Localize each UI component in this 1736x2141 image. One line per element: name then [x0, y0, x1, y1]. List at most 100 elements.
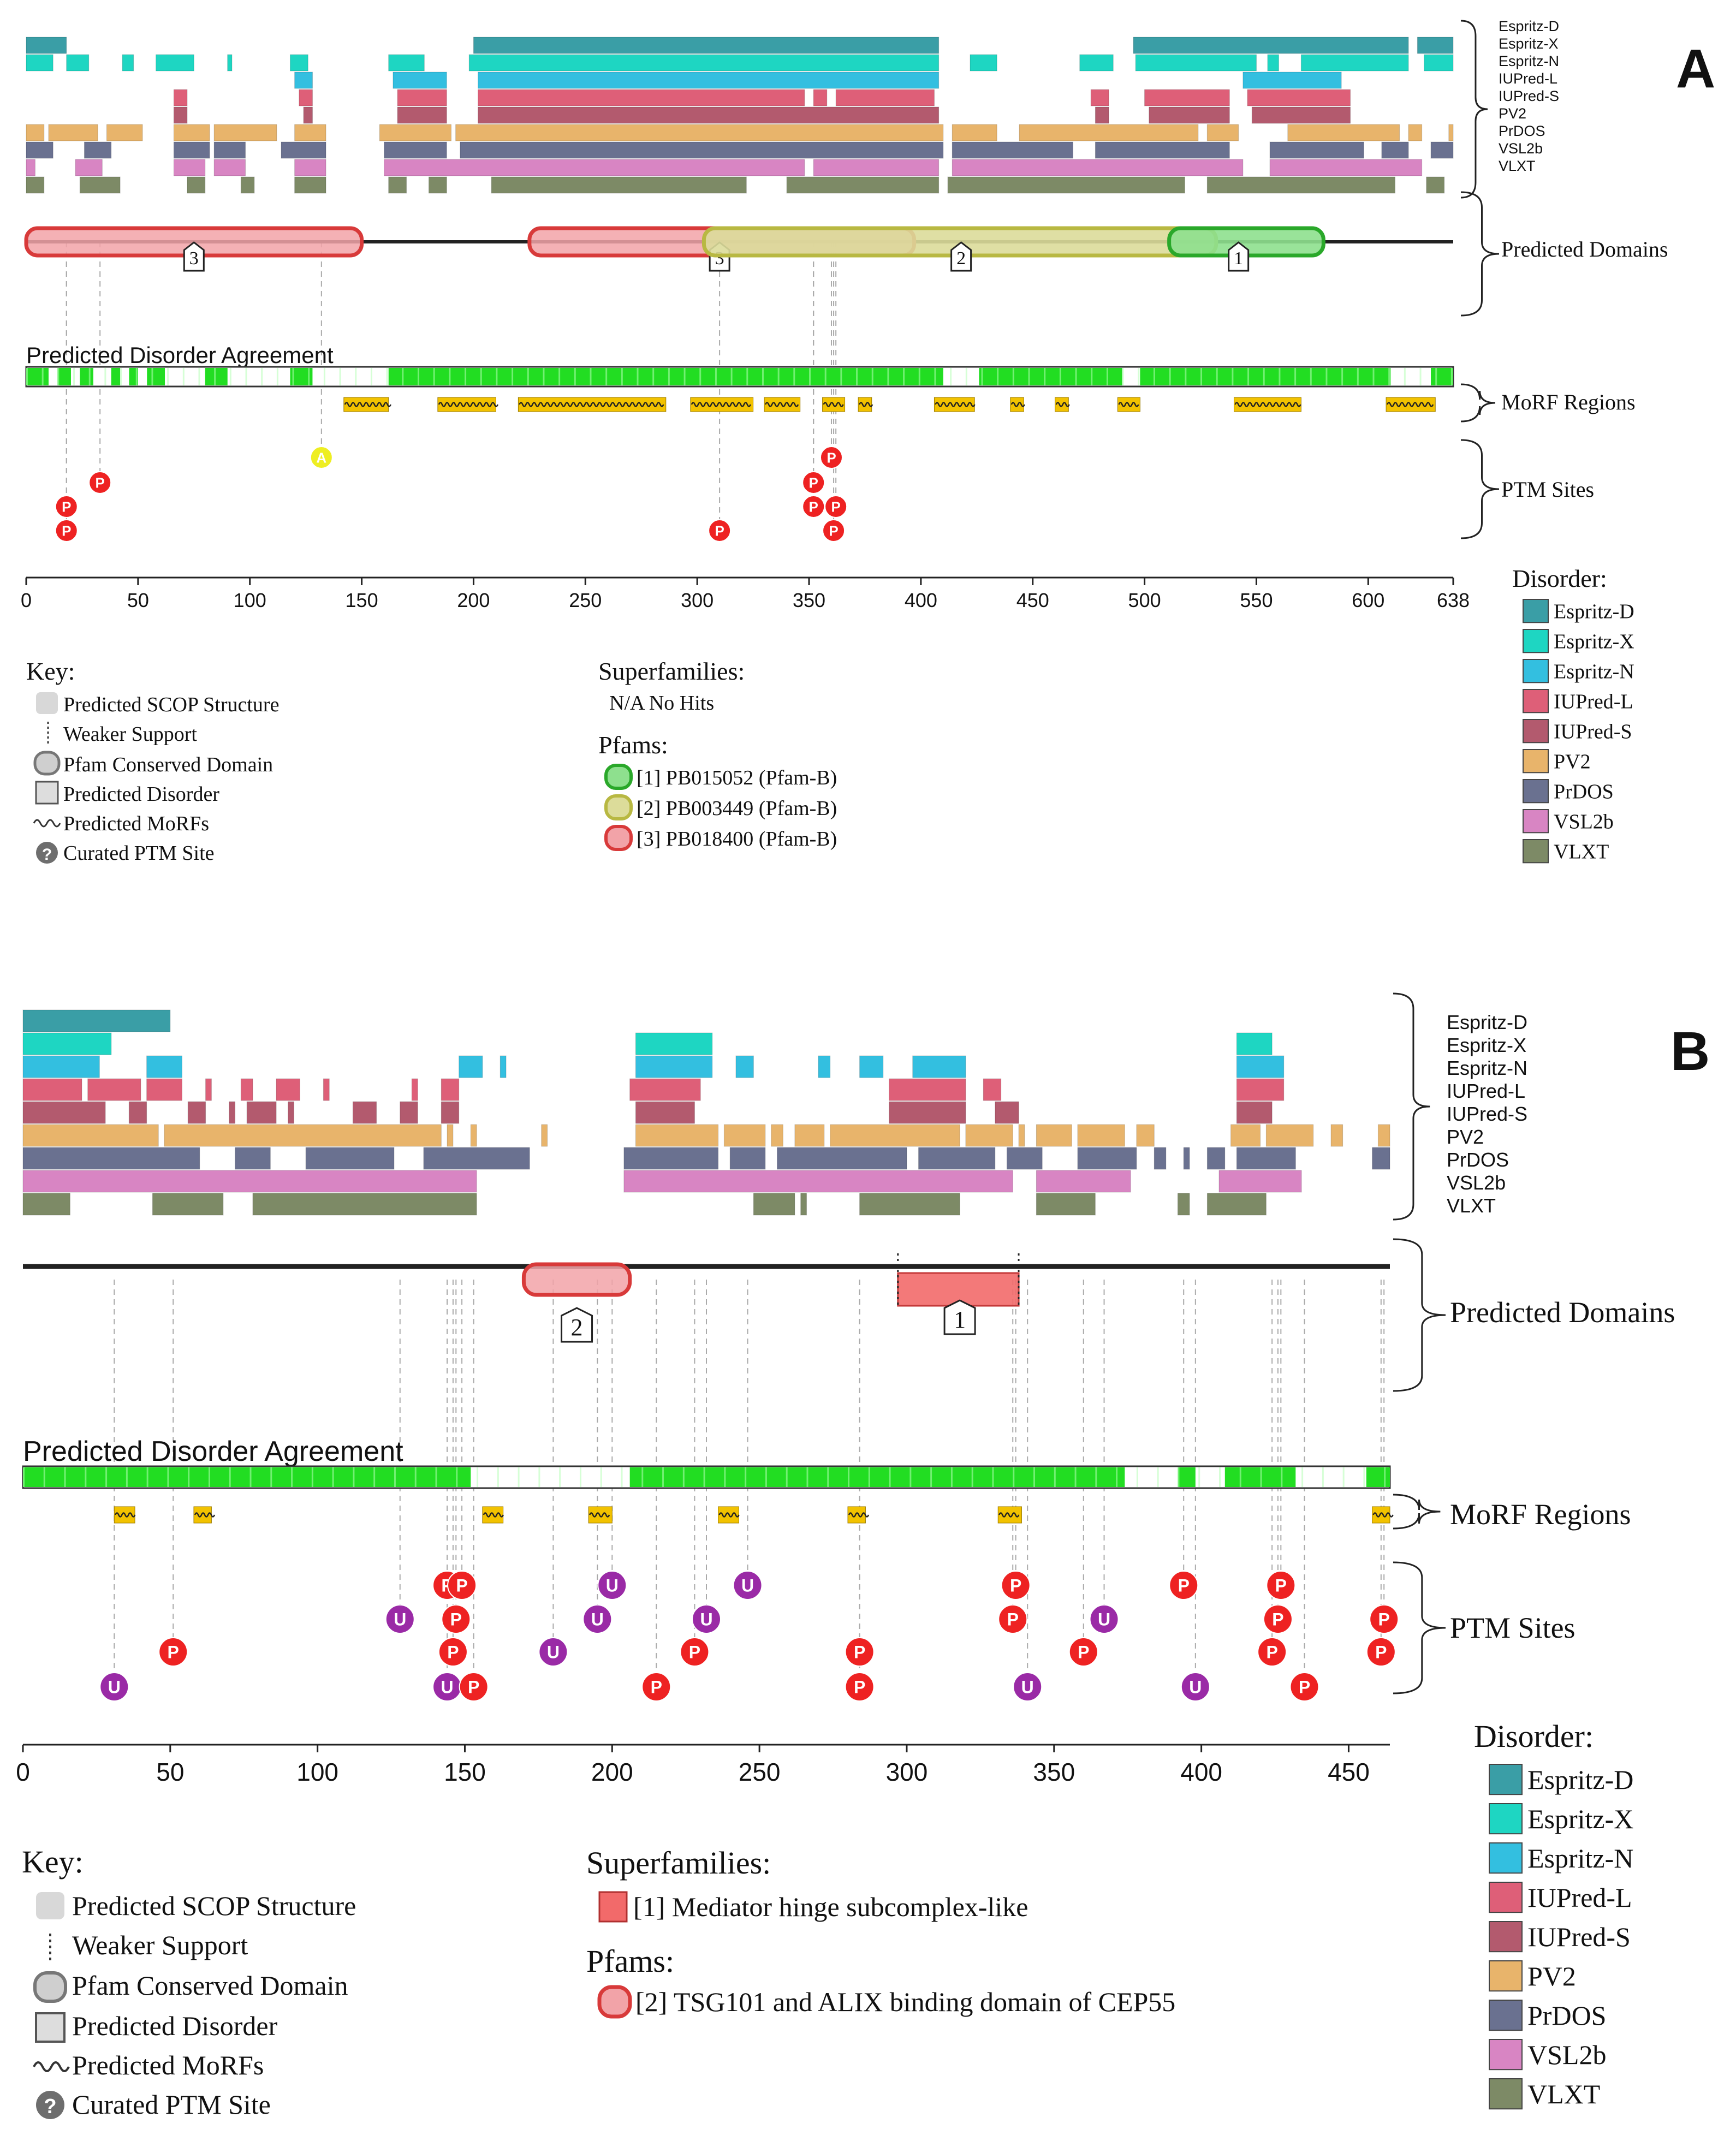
- disorder-agreement-stripe: [480, 368, 482, 385]
- disorder-agreement-stripe: [1435, 368, 1437, 385]
- x-axis-tick-label: 200: [457, 589, 490, 611]
- predictor-segment-iupred-s: [229, 1101, 236, 1124]
- predictor-segment-iupred-l: [411, 1078, 418, 1101]
- disorder-agreement-run: [1140, 368, 1391, 385]
- predictor-label: VSL2b: [1447, 1171, 1506, 1194]
- disorder-legend-swatch: [1489, 1803, 1523, 1835]
- predictor-segment-iupred-s: [187, 1101, 206, 1124]
- predictor-segment-iupred-l: [397, 89, 447, 106]
- predictor-segment-espritz-x: [635, 1032, 713, 1055]
- disorder-agreement-stripe: [730, 368, 733, 385]
- predictor-segment-iupred-s: [478, 106, 940, 124]
- disorder-agreement-stripe: [1013, 1467, 1015, 1487]
- disorder-agreement-stripe: [930, 1467, 932, 1487]
- predictor-segment-prdos: [1006, 1147, 1043, 1170]
- pfam-swatch-red: [597, 1985, 632, 2019]
- x-axis-tick-label: 450: [1328, 1758, 1370, 1786]
- x-axis-tick-label: 300: [886, 1758, 928, 1786]
- ptm-site-label: U: [1021, 1678, 1034, 1697]
- disorder-agreement-stripe: [590, 368, 592, 385]
- predicted-disorder-swatch: [35, 2012, 66, 2043]
- predictor-segment-vlxt: [947, 176, 1185, 194]
- x-axis-tick-label: 150: [444, 1758, 486, 1786]
- disorder-agreement-stripe: [182, 368, 185, 385]
- predictor-segment-pv2: [1136, 1124, 1155, 1147]
- ptm-brace: [1393, 1561, 1446, 1694]
- domain-marker-box: [183, 241, 205, 272]
- predictor-segment-espritz-x: [468, 54, 940, 72]
- disorder-agreement-stripe: [518, 1467, 520, 1487]
- predictor-segment-iupred-s: [1149, 106, 1230, 124]
- ptm-site-label: P: [62, 522, 71, 539]
- predictor-segment-espritz-n: [22, 1055, 100, 1078]
- x-axis-tick-label: 50: [127, 589, 149, 611]
- predictor-segment-iupred-l: [173, 89, 188, 106]
- ptm-site-p: [822, 519, 846, 542]
- disorder-legend-swatch: [1489, 2078, 1523, 2110]
- disorder-legend-item: Espritz-N: [1554, 661, 1634, 683]
- predictor-segment-pv2: [470, 1124, 477, 1147]
- predictor-segment-iupred-l: [983, 1078, 1002, 1101]
- predictor-segment-vlxt: [800, 1193, 807, 1216]
- predictor-label: Espritz-X: [1447, 1034, 1526, 1056]
- predictor-segment-vsl2b: [75, 159, 103, 176]
- key-item-disorder: Predicted Disorder: [63, 783, 219, 806]
- predictor-segment-pv2: [1330, 1124, 1343, 1147]
- disorder-agreement-stripe: [1281, 1467, 1283, 1487]
- predictor-segment-pv2: [1287, 124, 1400, 141]
- ptm-site-label: P: [1178, 1576, 1190, 1596]
- disorder-agreement-stripe: [762, 368, 764, 385]
- disorder-agreement-stripe: [703, 1467, 705, 1487]
- predictor-segment-pv2: [794, 1124, 825, 1147]
- disorder-agreement-stripe: [793, 368, 795, 385]
- predictor-segment-prdos: [305, 1147, 395, 1170]
- disorder-agreement-stripe: [1198, 1467, 1200, 1487]
- disorder-agreement-run: [111, 368, 121, 385]
- x-axis-tick-label: 0: [16, 1758, 30, 1786]
- disorder-agreement-stripe: [856, 368, 858, 385]
- ptm-site-label: P: [456, 1576, 467, 1596]
- ptm-site-u: [1013, 1672, 1043, 1702]
- disorder-agreement-stripe: [1054, 1467, 1056, 1487]
- disorder-agreement-stripe: [1404, 368, 1406, 385]
- predicted-domains-label: Predicted Domains: [1501, 237, 1668, 261]
- predictor-segment-espritz-n: [294, 72, 313, 89]
- disorder-agreement-stripe: [786, 1467, 788, 1487]
- morf-wave: [1118, 402, 1139, 407]
- disorder-agreement-stripe: [1279, 368, 1281, 385]
- morf-wave: [438, 402, 499, 407]
- predictor-label: Espritz-N: [1447, 1057, 1527, 1079]
- disorder-agreement-stripe: [414, 1467, 417, 1487]
- predictor-segment-iupred-l: [629, 1078, 701, 1101]
- domain-marker-label: 1: [954, 1306, 966, 1333]
- morf-regions-label: MoRF Regions: [1450, 1498, 1631, 1531]
- predictor-segment-pv2: [952, 124, 997, 141]
- predictor-segment-vsl2b: [384, 159, 805, 176]
- predictor-segment-vlxt: [252, 1193, 477, 1216]
- predictor-segment-iupred-s: [246, 1101, 277, 1124]
- disorder-legend-swatch: [1523, 599, 1549, 623]
- ptm-site-p: [824, 495, 848, 518]
- panel-letter-a: A: [1676, 38, 1715, 99]
- predictor-segment-pv2: [830, 1124, 960, 1147]
- disorder-legend-item: Espritz-X: [1527, 1804, 1633, 1834]
- ptm-site-p: [88, 471, 112, 494]
- predictor-label: PV2: [1447, 1126, 1484, 1148]
- disorder-agreement-stripe: [332, 1467, 334, 1487]
- disorder-agreement-stripe: [871, 368, 873, 385]
- disorder-agreement-stripe: [1325, 368, 1328, 385]
- ptm-site-p: [641, 1672, 671, 1702]
- predictor-segment-vlxt: [187, 176, 206, 194]
- disorder-agreement-stripe: [41, 368, 44, 385]
- predictor-segment-espritz-x: [1300, 54, 1409, 72]
- ptm-site-label: A: [316, 449, 326, 466]
- predictor-segment-prdos: [1236, 1147, 1296, 1170]
- predictor-segment-vsl2b: [294, 159, 326, 176]
- pfam-swatch-red: [604, 825, 633, 851]
- disorder-agreement-run: [1366, 1467, 1390, 1487]
- pfam-swatch-yellow: [604, 794, 633, 820]
- disorder-legend-swatch: [1489, 1764, 1523, 1795]
- morf-wave: [718, 1512, 740, 1518]
- domain-marker-box: [950, 241, 972, 272]
- ptm-site-p: [55, 495, 78, 518]
